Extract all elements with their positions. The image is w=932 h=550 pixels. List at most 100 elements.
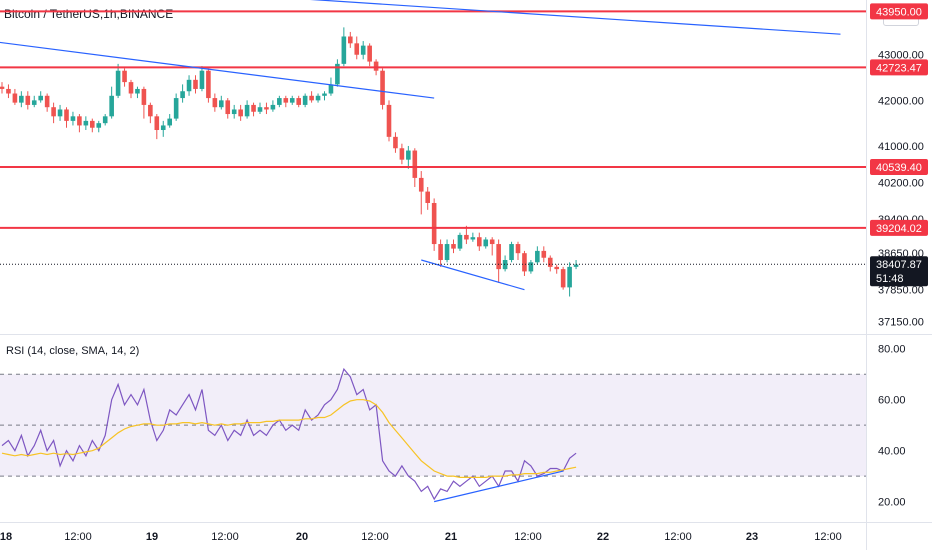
- candle-body: [212, 98, 218, 108]
- candle-body: [70, 116, 76, 121]
- candle-body: [122, 70, 127, 83]
- candle-body: [244, 104, 250, 117]
- candle-body: [483, 239, 489, 247]
- candle-body: [270, 104, 276, 110]
- candle-body: [25, 95, 31, 105]
- candle-body: [135, 88, 140, 94]
- candle-body: [399, 148, 405, 160]
- candle-body: [541, 250, 547, 258]
- candle-body: [251, 104, 256, 112]
- time-tick-label: 18: [0, 531, 12, 543]
- candle-body: [509, 244, 514, 261]
- candle-body: [515, 244, 521, 254]
- candle-body: [425, 191, 430, 203]
- rsi-title: RSI (14, close, SMA, 14, 2): [6, 345, 140, 357]
- candle-body: [186, 79, 192, 92]
- candle-body: [547, 257, 553, 267]
- candle-body: [264, 107, 269, 110]
- candle-body: [64, 109, 69, 121]
- rsi-tick-label: 60.00: [878, 395, 906, 407]
- candle-body: [554, 266, 559, 270]
- candle-body: [199, 70, 205, 89]
- candle-body: [418, 177, 424, 192]
- candle-body: [90, 120, 95, 128]
- time-tick-label: 12:00: [514, 531, 542, 543]
- candle-body: [470, 237, 476, 240]
- level-price-badge: [870, 219, 928, 236]
- rsi-sma-line: [1, 399, 577, 478]
- rsi-tick-label: 80.00: [878, 344, 906, 356]
- candle-body: [457, 234, 463, 249]
- candle-body: [296, 98, 301, 105]
- candle-body: [160, 125, 166, 131]
- last-price-badge: [870, 256, 928, 287]
- candle-body: [6, 88, 11, 94]
- price-tick-label: 42000.00: [878, 95, 924, 107]
- candle-body: [367, 45, 372, 62]
- level-price-badge-text: 43950.00: [876, 6, 922, 18]
- price-tick-label: 37150.00: [878, 317, 924, 329]
- candle-body: [522, 253, 527, 272]
- candle-body: [560, 269, 566, 288]
- level-price-badge: [870, 3, 928, 20]
- candle-body: [406, 150, 411, 160]
- price-tick-label: 40200.00: [878, 177, 924, 189]
- candle-body: [567, 266, 572, 288]
- candle-body: [44, 95, 50, 108]
- time-tick-label: 19: [146, 531, 158, 543]
- time-tick-label: 21: [445, 531, 457, 543]
- level-price-badge: [870, 59, 928, 76]
- candle-body: [115, 70, 121, 96]
- level-price-badge-text: 42723.47: [876, 62, 922, 74]
- time-tick-label: 22: [597, 531, 609, 543]
- candle-body: [360, 45, 366, 55]
- rsi-pane: [0, 367, 866, 503]
- candle-body: [322, 93, 327, 96]
- trendline: [309, 0, 841, 35]
- candle-body: [238, 109, 243, 117]
- candle-body: [57, 109, 63, 117]
- candle-body: [535, 250, 540, 263]
- candle-body: [180, 91, 185, 99]
- candle-body: [315, 95, 321, 101]
- bar-countdown: 51:48: [876, 273, 904, 285]
- time-tick-label: 12:00: [664, 531, 692, 543]
- candle-body: [489, 239, 495, 245]
- candle-body: [193, 79, 198, 89]
- candle-body: [206, 70, 211, 99]
- candle-body: [528, 262, 534, 272]
- candle-body: [412, 150, 418, 178]
- candle-body: [302, 95, 308, 105]
- candle-body: [31, 100, 37, 105]
- price-tick-label: 37850.00: [878, 285, 924, 297]
- candle-body: [283, 98, 289, 103]
- rsi-tick-label: 20.00: [878, 497, 906, 509]
- candle-body: [219, 100, 224, 108]
- candle-body: [477, 237, 482, 247]
- time-tick-label: 12:00: [64, 531, 92, 543]
- candle-body: [277, 98, 282, 105]
- candle-body: [83, 120, 89, 126]
- candle-body: [444, 244, 450, 261]
- candle-body: [464, 234, 469, 240]
- candle-body: [128, 82, 134, 94]
- candle-body: [348, 36, 353, 44]
- candle-body: [96, 123, 102, 128]
- candle-body: [431, 202, 437, 245]
- last-price-value: 38407.87: [876, 259, 922, 271]
- candle-body: [335, 63, 340, 85]
- title-sep-1: ,: [99, 7, 104, 21]
- candle-body: [225, 100, 231, 115]
- candle-body: [380, 70, 385, 105]
- price-tick-label: 41000.00: [878, 141, 924, 153]
- price-pane: [0, 0, 866, 297]
- time-tick-label: 23: [746, 531, 758, 543]
- time-tick-label: 12:00: [361, 531, 389, 543]
- candle-body: [354, 43, 360, 55]
- price-tick-label: 43000.00: [878, 50, 924, 62]
- candle-body: [231, 109, 237, 115]
- trendline: [421, 259, 525, 291]
- candle-body: [386, 104, 392, 137]
- candle-body: [102, 116, 108, 124]
